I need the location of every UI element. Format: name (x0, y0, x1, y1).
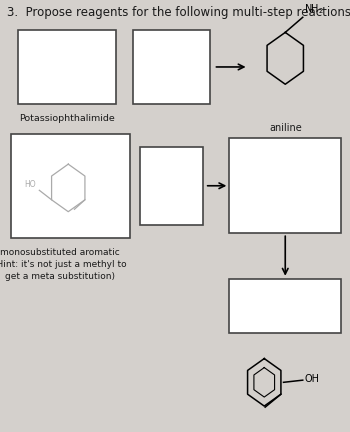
FancyBboxPatch shape (140, 147, 203, 225)
Text: aniline: aniline (269, 123, 302, 133)
Text: monosubstituted aromatic
(Hint: it's not just a methyl to
get a meta substitutio: monosubstituted aromatic (Hint: it's not… (0, 248, 126, 281)
Text: OH: OH (304, 374, 320, 384)
Text: NH$_2$: NH$_2$ (304, 3, 324, 16)
Text: HO: HO (24, 180, 36, 189)
FancyBboxPatch shape (10, 134, 130, 238)
FancyBboxPatch shape (133, 30, 210, 104)
FancyBboxPatch shape (18, 30, 116, 104)
Text: Potassiophthalimide: Potassiophthalimide (19, 114, 114, 124)
Text: 3.  Propose reagents for the following multi-step reactions.: 3. Propose reagents for the following mu… (7, 6, 350, 19)
FancyBboxPatch shape (229, 279, 341, 333)
FancyBboxPatch shape (229, 138, 341, 233)
